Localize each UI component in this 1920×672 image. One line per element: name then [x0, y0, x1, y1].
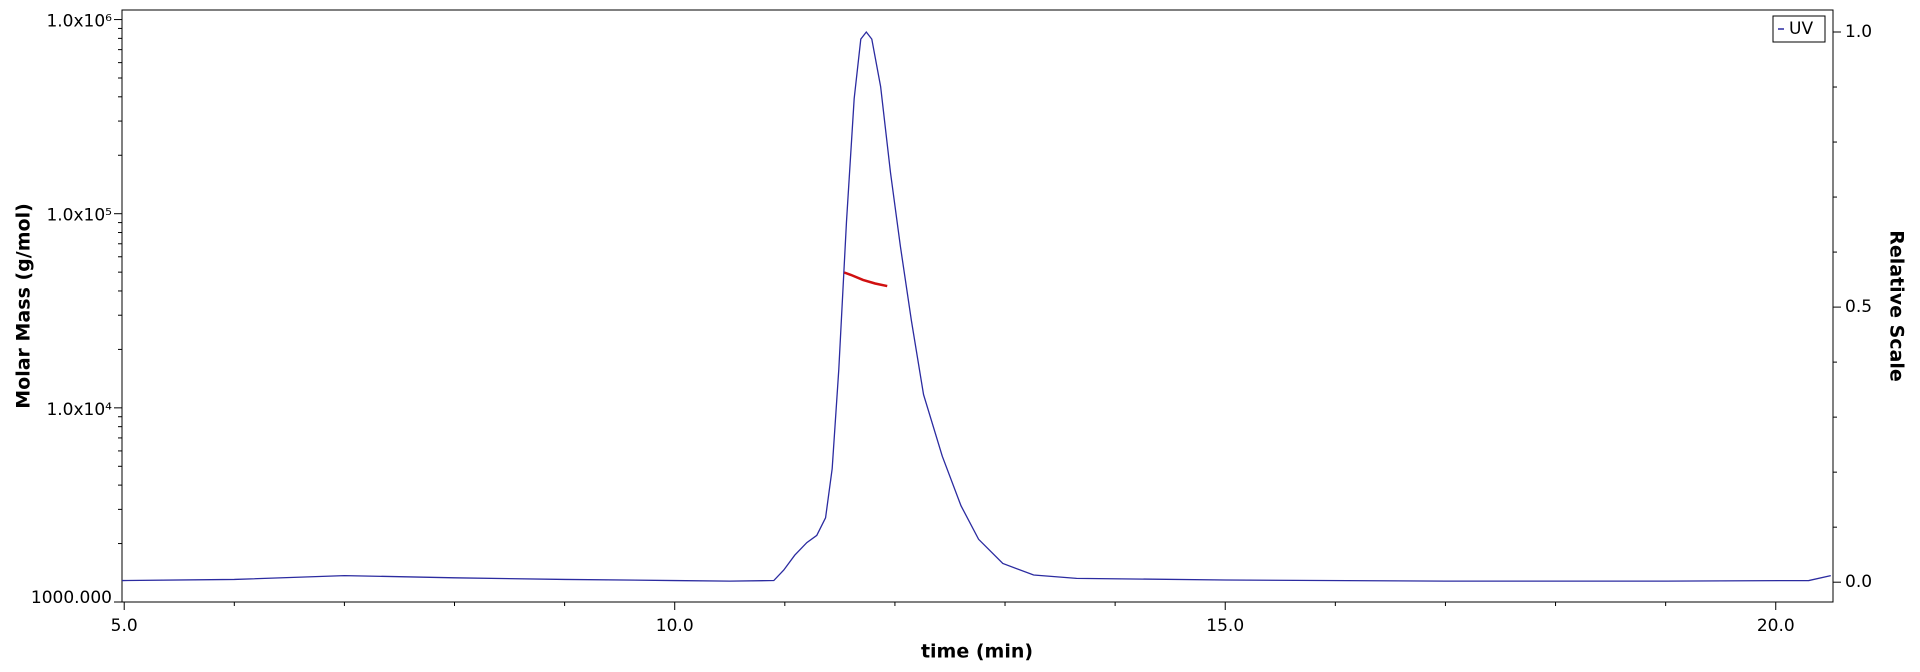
- x-axis-title: time (min): [921, 641, 1033, 663]
- y-tick-label: 1.0x10⁵: [46, 206, 112, 226]
- x-tick-label: 20.0: [1757, 616, 1795, 636]
- plot-frame: [121, 9, 1834, 603]
- y-tick-label: 1.0x10⁴: [46, 400, 112, 420]
- y-axis-title: Molar Mass (g/mol): [13, 203, 35, 409]
- series-line: [843, 271, 888, 288]
- y2-tick-label: 1.0: [1845, 22, 1872, 42]
- series-line: [121, 30, 1831, 582]
- y2-tick-label: 0.5: [1845, 297, 1872, 317]
- x-tick-label: 5.0: [111, 616, 138, 636]
- legend-label: UV: [1789, 19, 1813, 39]
- y2-tick-label: 0.0: [1845, 572, 1872, 592]
- x-tick-label: 10.0: [656, 616, 694, 636]
- y-tick-label: 1.0x10⁶: [46, 12, 112, 32]
- y-tick-label: 1000.000: [31, 588, 112, 608]
- x-tick-label: 15.0: [1206, 616, 1244, 636]
- y2-axis-title: Relative Scale: [1886, 230, 1908, 382]
